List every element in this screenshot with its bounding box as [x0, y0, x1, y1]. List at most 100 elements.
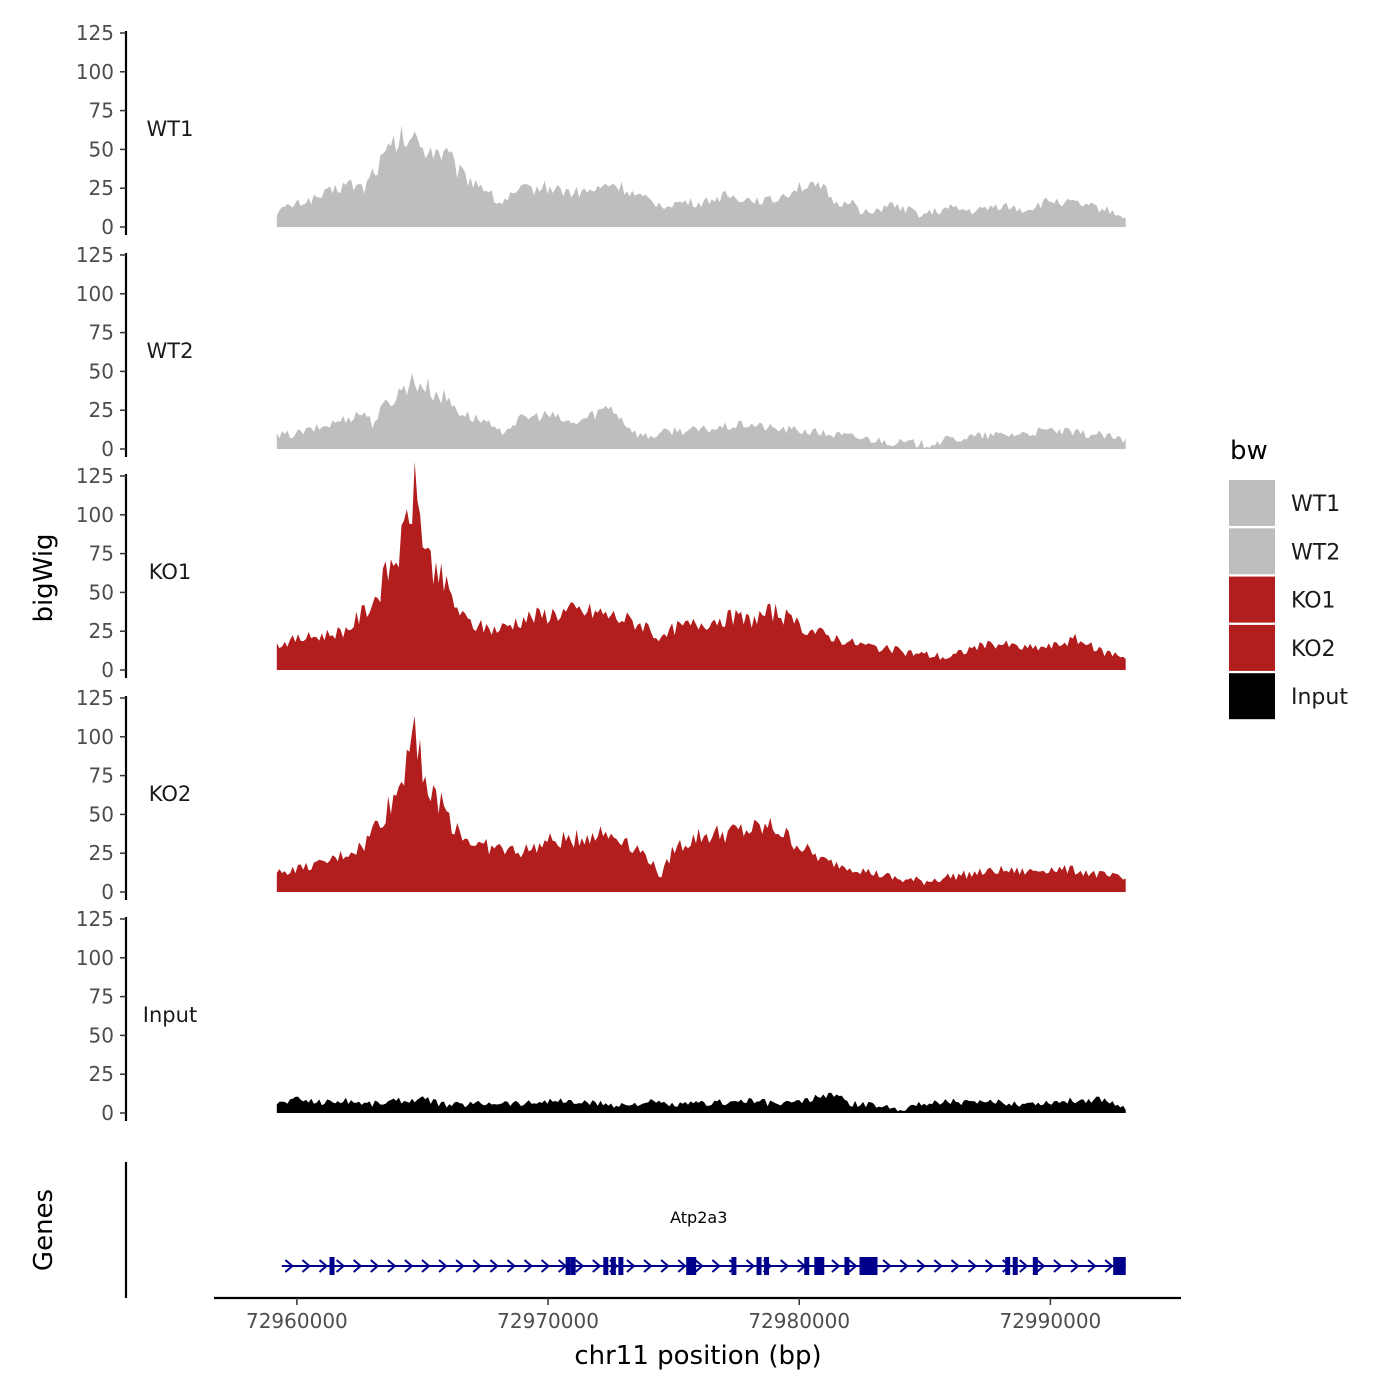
- y-tick-label: 125: [76, 686, 114, 710]
- y-tick-label: 50: [89, 580, 114, 604]
- strand-arrow: [575, 1259, 585, 1273]
- x-axis: 72960000 72970000 72980000 72990000: [214, 1296, 1181, 1333]
- track-label-WT2: WT2: [147, 339, 194, 363]
- track-Input: 0 25 50 75 100 125 Input: [76, 907, 1126, 1125]
- exon: [1032, 1257, 1038, 1275]
- strand-arrow: [882, 1259, 892, 1273]
- area-Input: [276, 1092, 1126, 1113]
- strand-arrow: [711, 1259, 721, 1273]
- strand-arrow: [318, 1259, 329, 1273]
- exon: [1012, 1257, 1018, 1275]
- y-tick-label: 25: [89, 176, 114, 200]
- exon: [565, 1257, 571, 1275]
- x-tick-label: 72970000: [497, 1309, 599, 1333]
- legend-label-WT1: WT1: [1291, 492, 1340, 517]
- area-WT2: [276, 372, 1126, 449]
- exon: [610, 1257, 616, 1275]
- x-tick-label: 72980000: [748, 1309, 850, 1333]
- strand-arrow: [489, 1259, 499, 1273]
- y-tick-label: 25: [89, 619, 114, 643]
- strand-arrow: [643, 1259, 653, 1273]
- legend-label-KO2: KO2: [1291, 637, 1336, 662]
- strand-arrow: [1070, 1259, 1080, 1273]
- strand-arrow: [1036, 1259, 1046, 1273]
- exon: [570, 1257, 576, 1275]
- strand-arrow: [626, 1259, 636, 1273]
- y-tick-label: 75: [89, 985, 114, 1009]
- y-tick-label: 125: [76, 243, 114, 267]
- exon: [814, 1257, 825, 1275]
- strand-arrow: [831, 1259, 841, 1273]
- y-tick-label: 0: [101, 1101, 114, 1125]
- strand-arrow: [540, 1259, 551, 1273]
- strand-arrow: [899, 1259, 909, 1273]
- track-KO2: 0 25 50 75 100 125 KO2: [76, 686, 1126, 904]
- y-tick-label: 100: [76, 725, 114, 749]
- y-tick-label: 100: [76, 503, 114, 527]
- strand-arrow: [848, 1259, 858, 1273]
- legend-swatch-KO1: [1229, 576, 1275, 623]
- legend-swatch-KO2: [1229, 624, 1275, 671]
- legend: bw WT1 WT2 KO1 KO2 Input: [1229, 436, 1348, 720]
- exon: [1005, 1257, 1011, 1275]
- y-tick-label: 25: [89, 841, 114, 865]
- strand-arrow: [660, 1259, 670, 1273]
- y-tick-label: 125: [76, 907, 114, 931]
- strand-arrow: [404, 1259, 414, 1273]
- y-tick-label: 0: [101, 215, 114, 239]
- strand-arrow: [933, 1259, 943, 1273]
- legend-swatch-WT1: [1229, 480, 1275, 526]
- exon: [764, 1257, 770, 1275]
- y-axis-title: bigWig: [29, 533, 59, 622]
- y-tick-label: 75: [89, 99, 114, 123]
- strand-arrow: [916, 1259, 926, 1273]
- strand-arrow: [506, 1259, 516, 1273]
- strand-arrow: [370, 1259, 380, 1273]
- track-label-Input: Input: [143, 1003, 197, 1027]
- y-tick-label: 100: [76, 60, 114, 84]
- strand-arrow: [284, 1259, 294, 1273]
- y-tick-label: 0: [101, 658, 114, 682]
- strand-arrow: [694, 1259, 704, 1273]
- track-KO1: 0 25 50 75 100 125 KO1: [76, 461, 1126, 682]
- y-tick-label: 75: [89, 764, 114, 788]
- strand-arrow: [455, 1259, 465, 1273]
- legend-label-KO1: KO1: [1291, 589, 1336, 614]
- strand-arrow: [780, 1259, 790, 1273]
- track-label-KO1: KO1: [149, 560, 192, 584]
- track-WT1: 0 25 50 75 100 125 WT1: [76, 21, 1126, 239]
- x-tick-label: 72960000: [246, 1309, 348, 1333]
- y-tick-label: 75: [89, 321, 114, 345]
- strand-arrow: [1053, 1259, 1063, 1273]
- exon: [329, 1257, 335, 1275]
- strand-arrow: [438, 1259, 448, 1273]
- strand-arrow: [1087, 1259, 1097, 1273]
- legend-label-WT2: WT2: [1291, 540, 1340, 565]
- strand-arrow: [1104, 1259, 1114, 1273]
- strand-arrow: [984, 1259, 995, 1273]
- exon: [1113, 1257, 1126, 1275]
- legend-swatch-WT2: [1229, 528, 1275, 575]
- strand-arrow: [950, 1259, 960, 1273]
- y-tick-label: 125: [76, 464, 114, 488]
- gene-name-label: Atp2a3: [670, 1208, 727, 1227]
- y-tick-label: 50: [89, 137, 114, 161]
- exon: [844, 1257, 850, 1275]
- track-WT2: 0 25 50 75 100 125 WT2: [76, 243, 1126, 461]
- strand-arrow: [387, 1259, 397, 1273]
- track-label-WT1: WT1: [147, 117, 194, 141]
- coverage-tracks: 0 25 50 75 100 125 WT1 0 25 50 75 100 125 WT2 0 25 50 75 1…: [76, 21, 1126, 1125]
- y-tick-label: 50: [89, 359, 114, 383]
- exon: [603, 1257, 609, 1275]
- strand-arrow: [335, 1259, 346, 1273]
- y-tick-label: 75: [89, 542, 114, 566]
- y-tick-label: 25: [89, 398, 114, 422]
- strand-arrow: [745, 1259, 756, 1273]
- strand-arrow: [301, 1259, 311, 1273]
- strand-arrow: [677, 1259, 687, 1273]
- exon: [731, 1257, 737, 1275]
- area-KO1: [276, 461, 1126, 670]
- legend-title: bw: [1230, 436, 1268, 466]
- y-tick-label: 50: [89, 802, 114, 826]
